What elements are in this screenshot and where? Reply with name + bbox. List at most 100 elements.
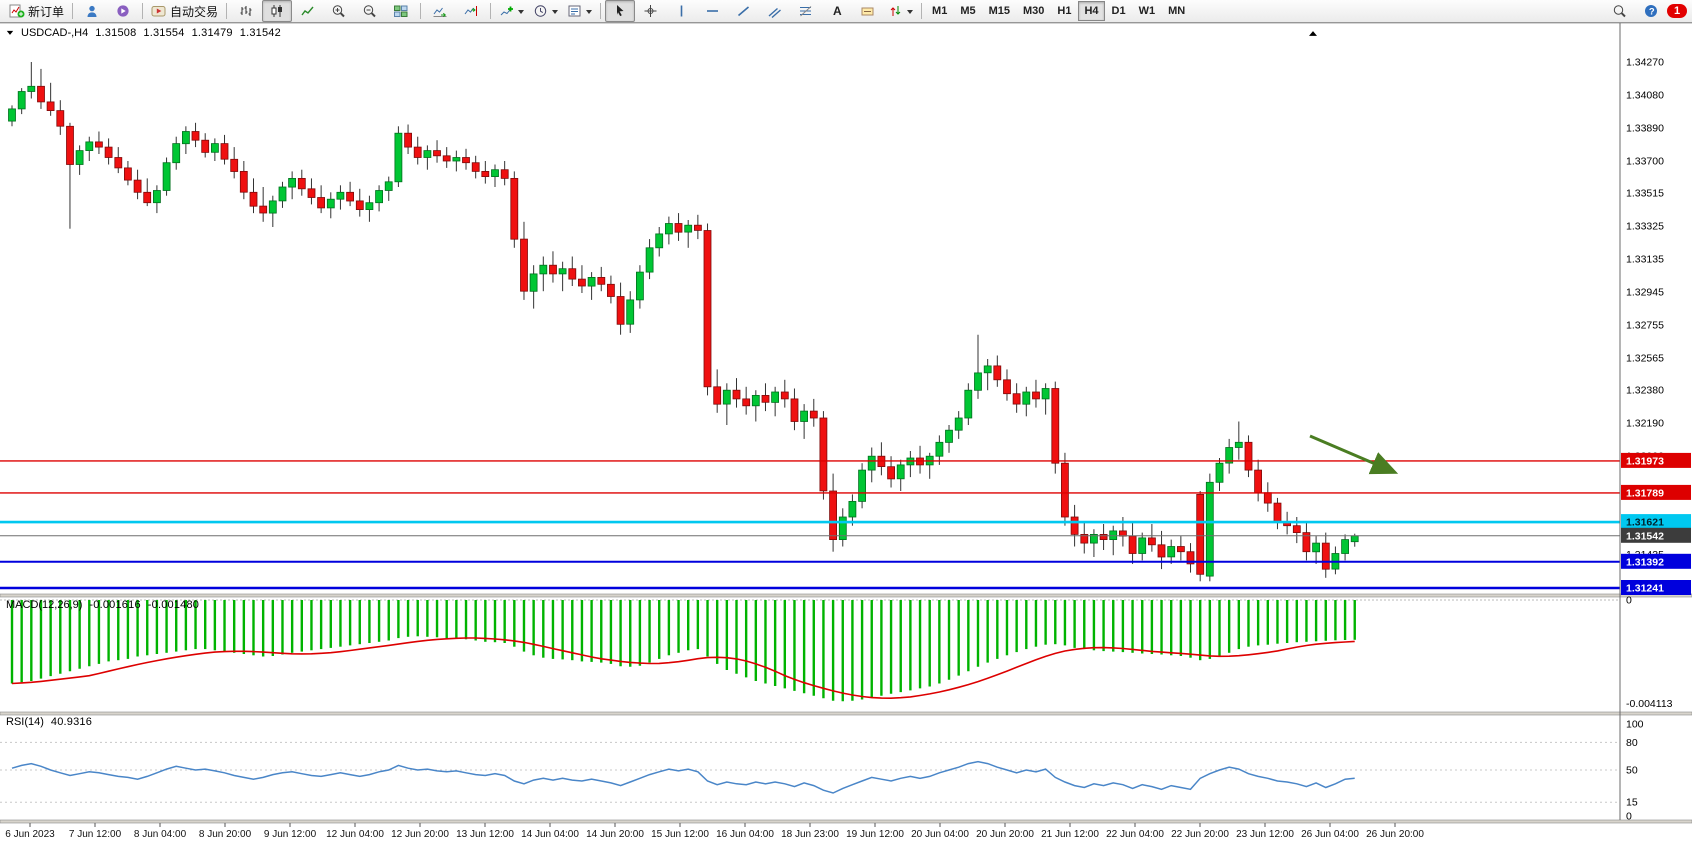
vertical-line-button[interactable] (667, 0, 697, 22)
svg-text:100: 100 (1626, 719, 1644, 731)
svg-text:1.33135: 1.33135 (1626, 254, 1664, 266)
new-order-label: 新订单 (28, 4, 65, 19)
arrows-icon (890, 6, 901, 16)
symbol-period-label: USDCAD-,H4 (21, 26, 89, 39)
svg-text:18 Jun 23:00: 18 Jun 23:00 (781, 829, 839, 840)
svg-text:1.33325: 1.33325 (1626, 221, 1664, 233)
horizontal-line-icon (707, 10, 719, 12)
templates-button[interactable] (563, 0, 596, 22)
svg-text:1.33890: 1.33890 (1626, 122, 1664, 134)
chart-shift-button[interactable] (456, 0, 486, 22)
label-icon (861, 7, 874, 16)
svg-text:1.32565: 1.32565 (1626, 353, 1664, 365)
person-icon (87, 5, 97, 17)
new-order-button[interactable]: 新订单 (5, 0, 68, 22)
svg-text:22 Jun 04:00: 22 Jun 04:00 (1106, 829, 1164, 840)
fibonacci-button[interactable] (791, 0, 821, 22)
search-button[interactable] (1605, 0, 1635, 22)
periods-button[interactable] (529, 0, 562, 22)
rsi-indicator-label: RSI(14) 40.9316 (6, 716, 92, 728)
timeframe-button-h1[interactable]: H1 (1057, 5, 1072, 17)
arrows-tool-button[interactable] (884, 0, 917, 22)
bar-chart-button[interactable] (231, 0, 261, 22)
candlestick-chart-button[interactable] (262, 0, 293, 22)
crosshair-icon (644, 5, 657, 17)
chevron-down-icon (518, 9, 525, 17)
mql5-community-button[interactable] (77, 0, 107, 22)
text-label-button[interactable] (853, 0, 883, 22)
channel-icon (768, 7, 781, 18)
toolbar-separator (600, 3, 602, 19)
svg-text:15 Jun 12:00: 15 Jun 12:00 (651, 829, 709, 840)
timeframe-button-m1[interactable]: M1 (932, 5, 948, 17)
svg-text:-0.004113: -0.004113 (1626, 698, 1673, 710)
horizontal-line-button[interactable] (698, 0, 728, 22)
indicators-button[interactable] (495, 0, 528, 22)
svg-text:8 Jun 04:00: 8 Jun 04:00 (134, 829, 187, 840)
svg-text:1.31973: 1.31973 (1626, 455, 1664, 467)
text-icon: A (833, 4, 842, 18)
svg-text:?: ? (1649, 6, 1655, 17)
svg-text:1.32755: 1.32755 (1626, 320, 1664, 332)
timeframe-button-d1[interactable]: D1 (1111, 5, 1126, 17)
svg-text:21 Jun 12:00: 21 Jun 12:00 (1041, 829, 1099, 840)
trendline-icon (738, 6, 750, 17)
crosshair-button[interactable] (636, 0, 666, 22)
toolbar-separator (420, 3, 422, 19)
svg-text:0: 0 (1626, 811, 1632, 823)
main-toolbar: 新订单 自动交易 (0, 0, 1692, 23)
svg-text:14 Jun 04:00: 14 Jun 04:00 (521, 829, 579, 840)
rsi-name: RSI(14) (6, 716, 44, 728)
tile-windows-button[interactable] (386, 0, 416, 22)
macd-main-value: -0.001616 (89, 599, 141, 611)
help-button[interactable]: ? (1636, 0, 1666, 22)
svg-text:1.31241: 1.31241 (1626, 583, 1664, 595)
chart-shift-marker-icon[interactable] (1308, 24, 1318, 42)
bar-chart-icon (240, 6, 252, 16)
svg-text:20 Jun 20:00: 20 Jun 20:00 (976, 829, 1034, 840)
auto-trading-icon (151, 6, 166, 17)
text-tool-button[interactable]: A (822, 0, 852, 22)
price-open: 1.31508 (95, 26, 137, 39)
clock-icon (534, 5, 547, 17)
timeframe-button-h4[interactable]: H4 (1078, 1, 1105, 21)
toolbar-separator (72, 3, 74, 19)
zoom-out-button[interactable] (355, 0, 385, 22)
timeframe-button-m5[interactable]: M5 (960, 5, 976, 17)
equidistant-channel-button[interactable] (760, 0, 790, 22)
timeframe-button-w1[interactable]: W1 (1138, 5, 1156, 17)
svg-text:1.31392: 1.31392 (1626, 556, 1664, 568)
chevron-down-icon (907, 9, 914, 17)
svg-text:1.34270: 1.34270 (1626, 57, 1664, 69)
svg-text:26 Jun 04:00: 26 Jun 04:00 (1301, 829, 1359, 840)
trendline-button[interactable] (729, 0, 759, 22)
timeframe-button-mn[interactable]: MN (1168, 5, 1186, 17)
fibonacci-icon (800, 6, 812, 17)
line-chart-button[interactable] (293, 0, 323, 22)
cursor-button[interactable] (605, 0, 636, 22)
zoom-in-button[interactable] (324, 0, 354, 22)
chart-menu-icon[interactable] (6, 30, 14, 38)
auto-scroll-icon (433, 7, 447, 18)
svg-text:16 Jun 04:00: 16 Jun 04:00 (716, 829, 774, 840)
chevron-down-icon (552, 9, 559, 17)
auto-trading-label: 自动交易 (170, 4, 219, 19)
auto-trading-button[interactable]: 自动交易 (147, 0, 222, 22)
svg-text:12 Jun 20:00: 12 Jun 20:00 (391, 829, 449, 840)
price-high: 1.31554 (143, 26, 185, 39)
timeframe-button-m30[interactable]: M30 (1023, 5, 1045, 17)
auto-scroll-button[interactable] (425, 0, 455, 22)
toolbar-separator (226, 3, 228, 19)
svg-text:1.32190: 1.32190 (1626, 418, 1664, 430)
notification-badge[interactable]: 1 (1667, 4, 1687, 18)
macd-name: MACD(12,26,9) (6, 599, 83, 611)
timeframe-button-m15[interactable]: M15 (988, 5, 1010, 17)
svg-text:7 Jun 12:00: 7 Jun 12:00 (69, 829, 122, 840)
line-chart-icon (301, 6, 314, 16)
algo-trading-button[interactable] (108, 0, 138, 22)
svg-text:A: A (833, 4, 842, 18)
vertical-line-icon (680, 5, 683, 17)
svg-text:13 Jun 12:00: 13 Jun 12:00 (456, 829, 514, 840)
svg-text:1.32945: 1.32945 (1626, 287, 1664, 299)
